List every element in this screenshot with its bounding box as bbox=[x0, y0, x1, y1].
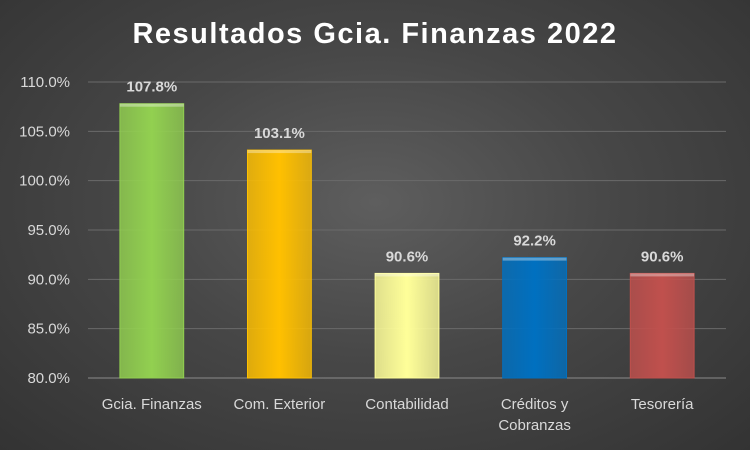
x-tick-label: Créditos y bbox=[501, 396, 569, 413]
bar-highlight bbox=[119, 103, 184, 107]
x-tick-label: Tesorería bbox=[631, 396, 694, 413]
data-label: 107.8% bbox=[126, 79, 177, 96]
bar-highlight bbox=[247, 150, 312, 154]
bar bbox=[374, 272, 440, 379]
bar bbox=[629, 272, 695, 379]
x-tick-label: Cobranzas bbox=[498, 417, 571, 434]
y-tick-label: 100.0% bbox=[19, 173, 70, 190]
bar bbox=[247, 149, 312, 379]
x-tick-label: Com. Exterior bbox=[234, 396, 326, 413]
bar-highlight bbox=[502, 257, 567, 261]
bar-highlight bbox=[630, 273, 695, 277]
data-label: 90.6% bbox=[641, 248, 684, 265]
y-tick-label: 95.0% bbox=[27, 222, 70, 239]
y-tick-label: 85.0% bbox=[27, 321, 70, 338]
bar bbox=[502, 257, 568, 379]
data-label: 92.2% bbox=[513, 233, 556, 250]
bar bbox=[119, 103, 185, 379]
y-tick-label: 90.0% bbox=[27, 271, 70, 288]
y-tick-label: 110.0% bbox=[20, 74, 70, 91]
bar-highlight bbox=[375, 273, 439, 277]
chart-title: Resultados Gcia. Finanzas 2022 bbox=[132, 18, 618, 50]
data-label: 90.6% bbox=[386, 248, 429, 265]
x-tick-label: Contabilidad bbox=[365, 396, 448, 413]
data-label: 103.1% bbox=[254, 125, 305, 142]
y-tick-label: 80.0% bbox=[27, 370, 70, 387]
y-tick-label: 105.0% bbox=[19, 123, 70, 140]
x-tick-label: Gcia. Finanzas bbox=[102, 396, 202, 413]
